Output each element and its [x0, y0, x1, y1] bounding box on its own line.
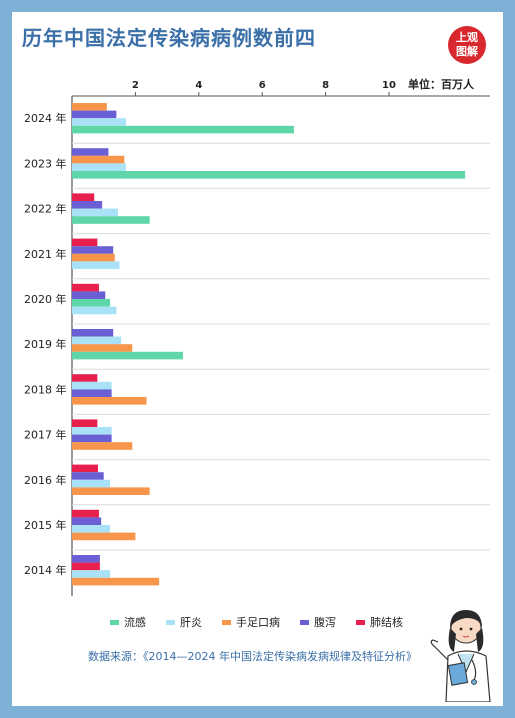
bar-7-0	[72, 419, 98, 427]
doctor-illustration-icon	[430, 610, 491, 702]
year-label-5: 2019 年	[24, 337, 67, 351]
legend-swatch-diarrhea	[300, 619, 309, 625]
bar-6-2	[72, 389, 112, 397]
bar-2-3	[72, 216, 150, 224]
bar-4-2	[72, 299, 111, 307]
year-label-3: 2021 年	[24, 247, 67, 261]
unit-label: 单位：百万人	[408, 78, 474, 91]
bar-0-1	[72, 110, 117, 119]
bar-1-0	[72, 148, 109, 156]
bar-10-0	[72, 555, 100, 563]
bar-9-2	[72, 525, 111, 533]
legend-item-diarrhea: 腹泻	[300, 614, 336, 630]
logo-text-top: 上观	[456, 31, 478, 44]
bar-6-0	[72, 374, 98, 382]
bar-10-2	[72, 570, 111, 578]
bar-5-3	[72, 351, 183, 360]
x-tick-label-1: 4	[195, 80, 202, 91]
bar-6-3	[72, 397, 147, 405]
bar-2-2	[72, 208, 118, 217]
logo-text-bottom: 图解	[456, 45, 478, 58]
bar-4-3	[72, 306, 117, 315]
legend-item-hfmd: 手足口病	[222, 614, 280, 630]
x-tick-label-4: 10	[382, 80, 396, 91]
bar-1-2	[72, 163, 126, 171]
logo-badge: 上观 图解	[448, 26, 486, 64]
year-label-8: 2016 年	[24, 473, 67, 487]
bar-7-2	[72, 434, 112, 443]
bar-1-1	[72, 155, 125, 164]
legend-item-tuberculosis: 肺结核	[356, 614, 403, 630]
data-source: 数据来源：《2014—2024 年中国法定传染病发病规律及特征分析》	[88, 650, 417, 663]
year-label-9: 2015 年	[24, 518, 67, 532]
legend-label-diarrhea: 腹泻	[314, 616, 336, 629]
x-tick-label-2: 6	[259, 80, 266, 91]
legend-swatch-hfmd	[222, 619, 231, 625]
legend-label-hepatitis: 肝炎	[180, 616, 202, 629]
bar-3-2	[72, 253, 115, 262]
year-label-1: 2023 年	[24, 156, 67, 170]
chart-legend: 流感 肝炎 手足口病 腹泻 肺结核	[110, 614, 403, 630]
year-label-10: 2014 年	[24, 563, 67, 577]
bar-4-0	[72, 283, 99, 292]
x-tick-label-0: 2	[132, 80, 139, 91]
bar-2-0	[72, 193, 95, 201]
bar-8-2	[72, 479, 111, 488]
bar-7-3	[72, 442, 133, 450]
year-label-4: 2020 年	[24, 292, 67, 306]
bar-8-3	[72, 487, 150, 495]
year-label-7: 2017 年	[24, 428, 67, 442]
bar-9-0	[72, 509, 99, 518]
bar-9-3	[72, 532, 136, 541]
x-tick-label-3: 8	[322, 80, 329, 91]
legend-swatch-hepatitis	[166, 619, 175, 625]
legend-label-flu: 流感	[124, 616, 146, 629]
legend-item-flu: 流感	[110, 614, 146, 630]
bar-10-3	[72, 577, 160, 586]
bar-7-1	[72, 427, 112, 435]
bar-0-3	[72, 125, 294, 134]
bar-6-1	[72, 381, 112, 390]
bar-1-3	[72, 171, 466, 179]
bar-5-1	[72, 336, 122, 345]
legend-swatch-tuberculosis	[356, 619, 365, 625]
year-label-2: 2022 年	[24, 202, 67, 216]
year-label-0: 2024 年	[24, 111, 67, 125]
bar-3-3	[72, 261, 120, 269]
bar-0-0	[72, 103, 107, 111]
bar-9-1	[72, 517, 102, 525]
legend-item-hepatitis: 肝炎	[166, 614, 202, 630]
bar-0-2	[72, 118, 126, 126]
bar-8-1	[72, 472, 104, 480]
legend-label-tuberculosis: 肺结核	[370, 616, 403, 629]
legend-label-hfmd: 手足口病	[236, 616, 280, 629]
year-label-6: 2018 年	[24, 382, 67, 396]
bar-3-1	[72, 246, 114, 254]
bar-4-1	[72, 291, 106, 299]
bar-5-0	[72, 329, 114, 337]
bar-3-0	[72, 238, 98, 247]
bar-8-0	[72, 464, 98, 473]
legend-swatch-flu	[110, 619, 119, 625]
bar-5-2	[72, 344, 133, 352]
page-title: 历年中国法定传染病病例数前四	[22, 26, 316, 50]
bar-10-1	[72, 562, 100, 571]
bar-2-1	[72, 201, 103, 209]
